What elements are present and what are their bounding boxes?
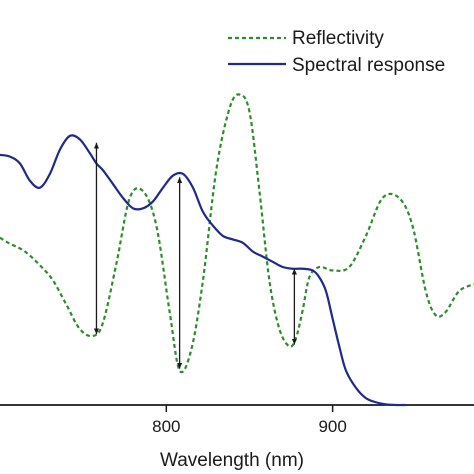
legend: Reflectivity Spectral response	[228, 28, 445, 76]
x-tick-label: 800	[152, 417, 180, 436]
series-line-spectral-response	[0, 134, 406, 407]
legend-label-spectral-response: Spectral response	[292, 55, 445, 76]
legend-label-reflectivity: Reflectivity	[292, 28, 384, 49]
series-layer	[0, 93, 474, 407]
annotation-layer	[93, 142, 297, 369]
x-tick-label: 900	[318, 417, 346, 436]
x-axis-ticks: 800 900	[152, 405, 347, 436]
x-axis-title: Wavelength (nm)	[160, 450, 304, 471]
series-line-reflectivity	[0, 93, 474, 374]
